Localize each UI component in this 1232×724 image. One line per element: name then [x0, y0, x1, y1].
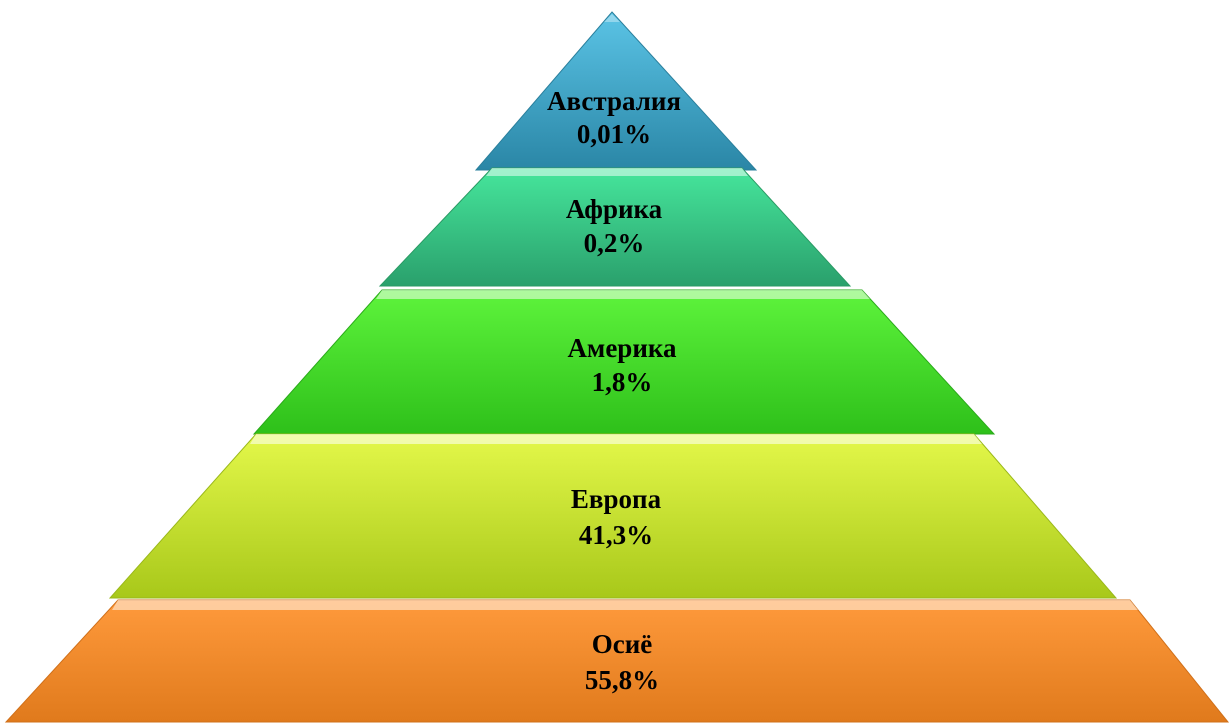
- tier-asia-value: 55,8%: [585, 665, 659, 695]
- tier-australia-name: Австралия: [547, 86, 681, 116]
- tier-america-name: Америка: [567, 333, 677, 363]
- tier-europe-name: Европа: [571, 484, 662, 514]
- tier-europe: Европа 41,3%: [108, 433, 1118, 599]
- tier-america: Америка 1,8%: [252, 289, 996, 435]
- tier-asia: Осиё 55,8%: [4, 599, 1230, 723]
- tier-europe-shape: [108, 433, 1118, 599]
- tier-asia-highlight: [112, 600, 1138, 610]
- tier-africa-value: 0,2%: [584, 228, 645, 258]
- tier-asia-shape: [4, 599, 1230, 723]
- tier-europe-highlight: [250, 434, 982, 444]
- tier-australia-highlight: [604, 14, 620, 22]
- tier-asia-name: Осиё: [592, 629, 653, 659]
- tier-australia: Австралия 0,01%: [474, 11, 758, 171]
- tier-africa-highlight: [486, 168, 748, 176]
- tier-america-value: 1,8%: [592, 367, 653, 397]
- tier-australia-value: 0,01%: [577, 119, 651, 149]
- tier-america-highlight: [376, 290, 870, 299]
- tier-africa-shape: [378, 167, 852, 287]
- tier-europe-value: 41,3%: [579, 520, 653, 550]
- tier-africa: Африка 0,2%: [378, 167, 852, 287]
- tier-africa-name: Африка: [566, 194, 663, 224]
